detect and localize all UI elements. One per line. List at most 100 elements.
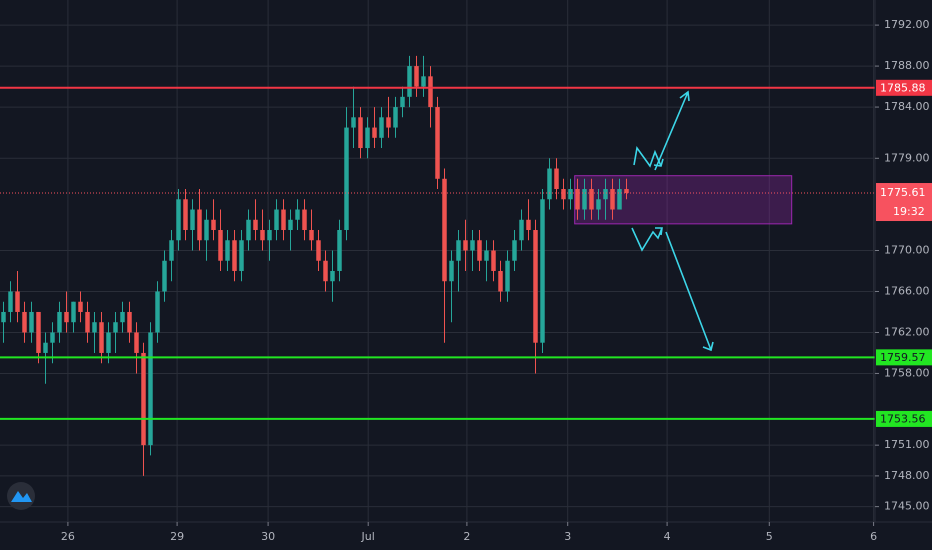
candle-body [197,209,202,241]
candle-body [78,301,83,312]
candle-body [36,311,41,353]
candle-body [372,127,377,138]
y-tick-label: 1758.00 [884,366,930,379]
candle-body [1,311,6,323]
x-tick-label: 29 [170,530,184,543]
candle-body [260,230,265,241]
candle-body [582,189,587,210]
candle-body [393,107,398,128]
candle-body [246,219,251,241]
y-tick-label: 1766.00 [884,284,930,297]
candle-body [204,219,209,241]
y-tick-label: 1751.00 [884,438,930,451]
candle-body [64,311,69,323]
candle-body [169,240,174,261]
candle-body [92,322,97,333]
candle-body [267,230,272,241]
candle-body [302,209,307,231]
candle-body [484,250,489,261]
candle-body [365,127,370,149]
y-tick-label: 1745.00 [884,500,930,513]
arrow [665,231,714,352]
candle-body [176,199,181,241]
candle-body [113,322,118,333]
plot [0,55,875,476]
candle-body [610,189,615,210]
candle-body [358,117,363,149]
time-axis [0,522,932,550]
candle-body [85,311,90,333]
annotation-arrows [631,90,714,352]
arrow [654,90,690,171]
candle-body [449,260,454,282]
candle-body [99,322,104,353]
candle-body [554,168,559,190]
range-zone [574,175,793,225]
last-price-label: 1775.61 [880,186,926,199]
candle-body [400,96,405,108]
candle-body [344,127,349,231]
candle-body [15,291,20,312]
candle-body [22,311,27,333]
y-tick-label: 1792.00 [884,18,930,31]
candle-body [106,332,111,353]
level-label-bg [876,79,932,96]
candle-body [71,301,76,323]
logo-icon [11,491,32,502]
candle-body [519,219,524,241]
candle-body [218,230,223,261]
candle-body [407,66,412,97]
x-tick-label: 6 [870,530,877,543]
candle-body [561,189,566,200]
x-tick-label: 5 [766,530,773,543]
arrow [633,145,664,168]
candle-body [379,117,384,138]
candle-body [127,311,132,333]
candle-body [239,240,244,271]
x-tick-label: 3 [564,530,571,543]
x-tick-label: Jul [361,530,375,543]
y-tick-label: 1788.00 [884,59,930,72]
candle-body [330,270,335,282]
candle-body [232,240,237,271]
candle-body [134,332,139,353]
candle-body [50,332,55,343]
candle-body [540,199,545,343]
x-tick-label: 26 [61,530,75,543]
candle-body [512,240,517,261]
candle-body [568,189,573,200]
candle-body [624,189,629,194]
candle-body [414,66,419,87]
candle-body [337,230,342,271]
candle-body [211,219,216,231]
candle-body [498,270,503,292]
candle-body [547,168,552,200]
candle-body [190,209,195,231]
candle-body [8,291,13,312]
candle-body [470,240,475,251]
candle-body [533,230,538,343]
candle-body [435,107,440,179]
candle-body [456,240,461,261]
candle-body [183,199,188,231]
candle-body [274,209,279,231]
x-tick-label: 2 [463,530,470,543]
y-tick-label: 1784.00 [884,100,930,113]
axes: 1745.00 1748.00 1751.00 1758.00 1762.00 1766.… [61,18,932,543]
candle-body [43,342,48,353]
last-price-bg [876,183,932,222]
candle-body [225,240,230,261]
y-tick-label: 1748.00 [884,469,930,482]
candle-body [603,189,608,200]
y-tick-label: 1762.00 [884,325,930,338]
candle-body [155,291,160,333]
candle-body [57,311,62,333]
candle-body [295,209,300,220]
candle-body [617,189,622,210]
level-label: 1785.88 [880,81,926,94]
candle-body [29,311,34,333]
candle-body [421,76,426,87]
candle-body [477,240,482,261]
candle-body [309,230,314,241]
